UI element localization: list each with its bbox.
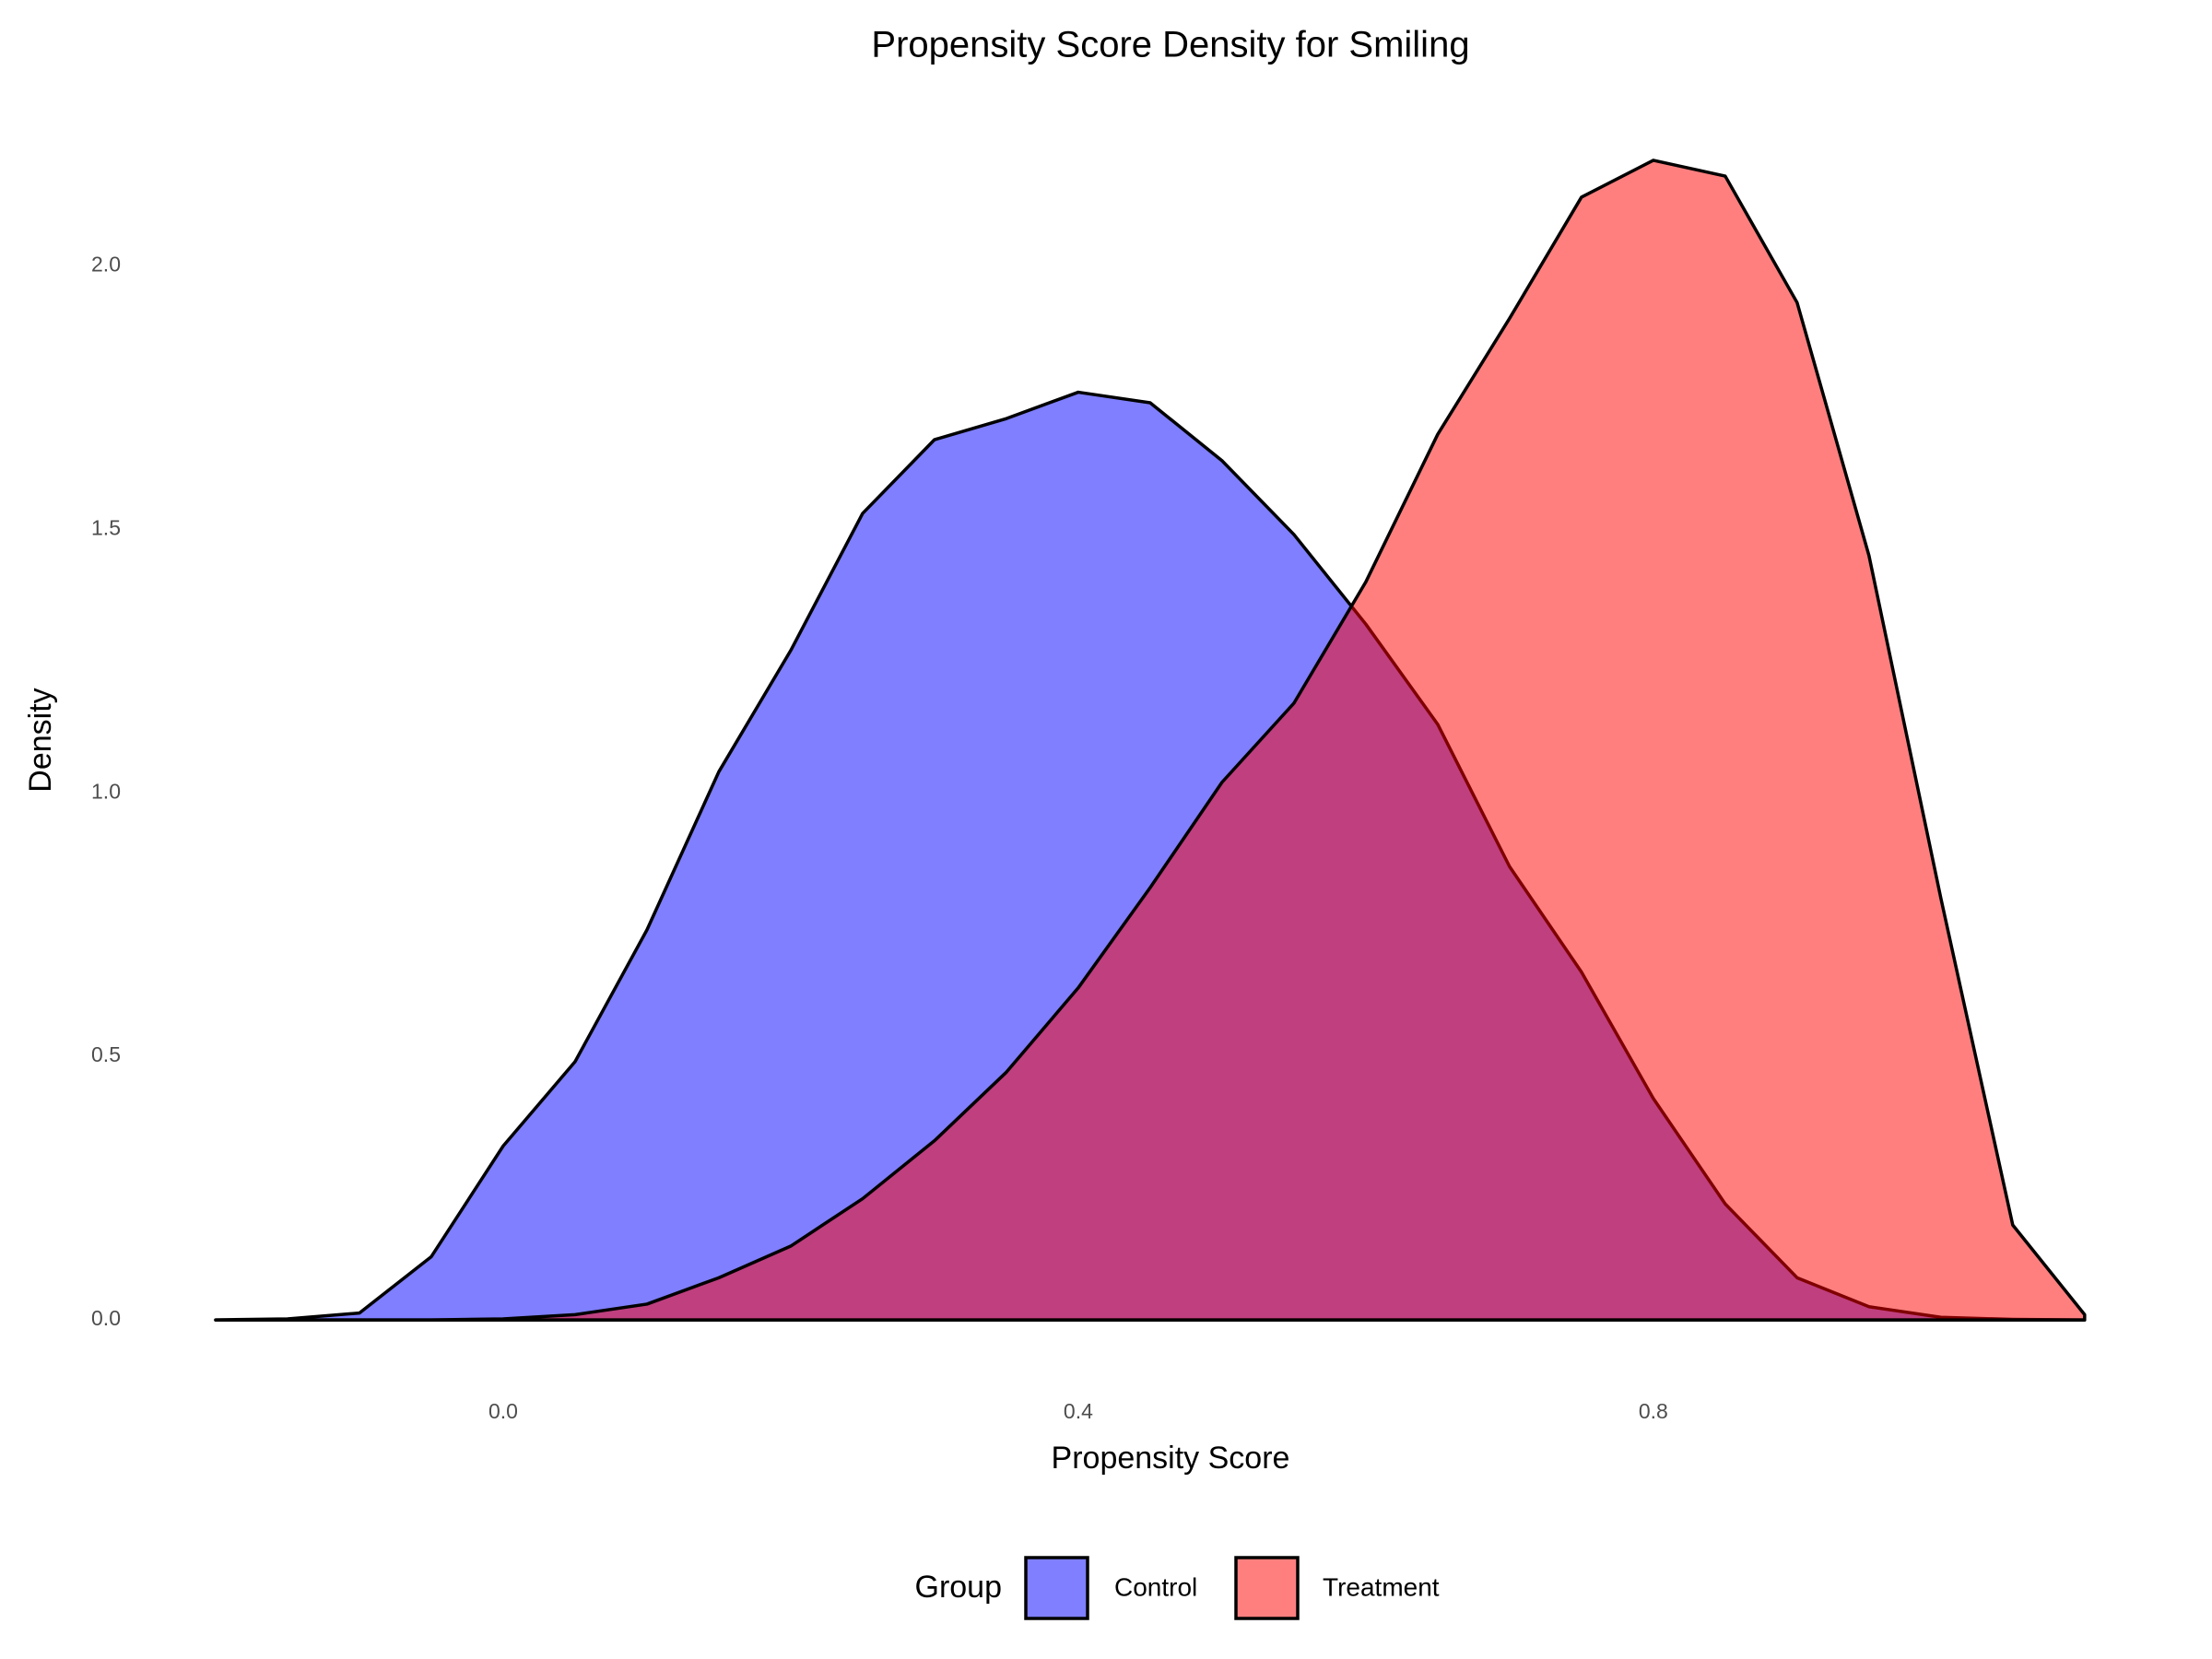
chart-title: Propensity Score Density for Smiling — [871, 25, 1469, 65]
y-tick-label: 0.5 — [91, 1042, 121, 1066]
legend-label: Control — [1114, 1572, 1197, 1601]
x-tick-label: 0.4 — [1064, 1399, 1093, 1423]
y-axis-title: Density — [23, 688, 58, 792]
x-axis-title: Propensity Score — [1052, 1441, 1290, 1476]
x-tick-label: 0.0 — [488, 1399, 518, 1423]
y-tick-label: 1.5 — [91, 515, 121, 539]
legend-label: Treatment — [1323, 1572, 1440, 1601]
y-tick-label: 0.0 — [91, 1306, 121, 1330]
x-tick-label: 0.8 — [1639, 1399, 1668, 1423]
legend-key — [1024, 1556, 1089, 1620]
legend-title: Group — [915, 1570, 1003, 1605]
legend-key — [1234, 1556, 1300, 1620]
y-tick-label: 1.0 — [91, 779, 121, 803]
density-area — [214, 159, 2087, 1322]
y-tick-label: 2.0 — [91, 252, 121, 276]
